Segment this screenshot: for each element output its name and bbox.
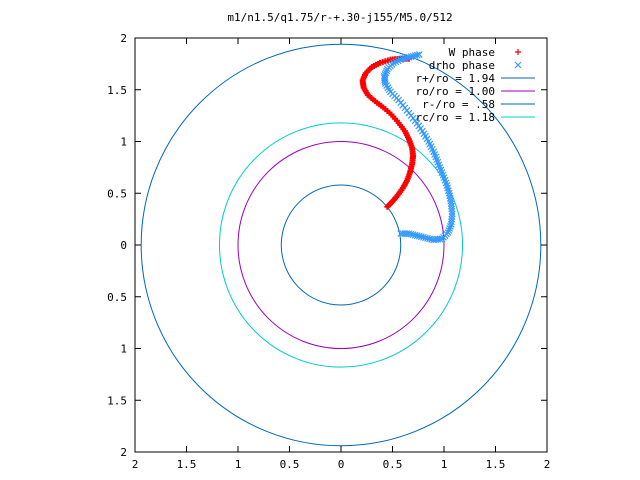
series-0 [359,55,417,210]
series-1-point [411,52,419,60]
legend-marker-sample [514,61,522,69]
series-1-point [383,67,391,75]
circle-1 [237,141,445,349]
chart-title: m1/n1.5/q1.75/r-+.30-j155/M5.0/512 [227,11,452,24]
x-tick-label: 0.5 [280,458,300,471]
y-tick-label: 1 [120,343,127,356]
reference-circles [140,43,542,447]
x-tick-label: 0 [338,458,345,471]
legend-label: rc/ro = 1.18 [416,111,495,124]
legend-label: r-/ro = .58 [422,98,495,111]
x-tick-label: 0.5 [383,458,403,471]
series-1-point [424,234,431,242]
y-tick-label: 2 [120,32,127,45]
series-1-point [446,225,454,232]
y-tick-label: 2 [120,446,127,459]
y-tick-label: 1.5 [107,394,127,407]
series-1 [380,51,456,244]
circle-0 [140,43,542,447]
y-axis-ticks: 2 1.5 1 0.5 0 0.5 1 1.5 2 [107,32,547,459]
data-series [359,51,456,244]
series-1-point [409,52,417,60]
x-tick-label: 1 [235,458,242,471]
y-tick-label: 0.5 [107,291,127,304]
series-1-point [445,227,453,234]
series-1-point [448,213,456,220]
series-1-point [422,234,429,242]
series-1-point [436,235,444,243]
series-1-point [415,51,423,58]
y-tick-label: 1.5 [107,84,127,97]
y-tick-label: 0.5 [107,187,127,200]
series-1-point [447,197,455,205]
series-1-point [413,51,421,59]
x-tick-label: 1 [441,458,448,471]
x-tick-label: 1.5 [177,458,197,471]
series-1-point [409,231,417,239]
series-1-point [413,232,421,240]
x-tick-label: 2 [544,458,551,471]
series-1-point [447,200,455,208]
circle-2 [280,184,402,306]
series-1-point [381,71,389,78]
series-1-point [403,54,411,62]
series-1-point [405,230,413,238]
series-1-point [415,232,423,240]
series-1-point [399,55,407,63]
series-1-point [419,233,427,241]
series-1-point [382,69,390,77]
series-1-point [426,235,434,243]
series-1-point [380,72,388,80]
y-tick-label: 0 [120,239,127,252]
legend-label: r+/ro = 1.94 [416,72,496,85]
legend-label: ro/ro = 1.00 [416,85,495,98]
legend-marker-sample [515,49,521,55]
series-1-point [405,53,413,61]
series-1-point [446,192,454,200]
x-axis-ticks: 2 1.5 1 0.5 0 0.5 1 1.5 2 [132,38,551,471]
x-tick-label: 1.5 [486,458,506,471]
series-1-point [417,233,425,241]
series-1-point [407,53,415,61]
series-1-point [407,230,415,238]
series-1-point [401,54,409,62]
series-1-point [446,195,454,202]
series-1-point [444,229,452,237]
circle-3 [218,122,464,368]
x-tick-label: 2 [132,458,139,471]
legend-label: drho phase [429,59,495,72]
legend-label: W phase [449,46,495,59]
y-tick-label: 1 [120,136,127,149]
series-1-point [411,231,419,239]
